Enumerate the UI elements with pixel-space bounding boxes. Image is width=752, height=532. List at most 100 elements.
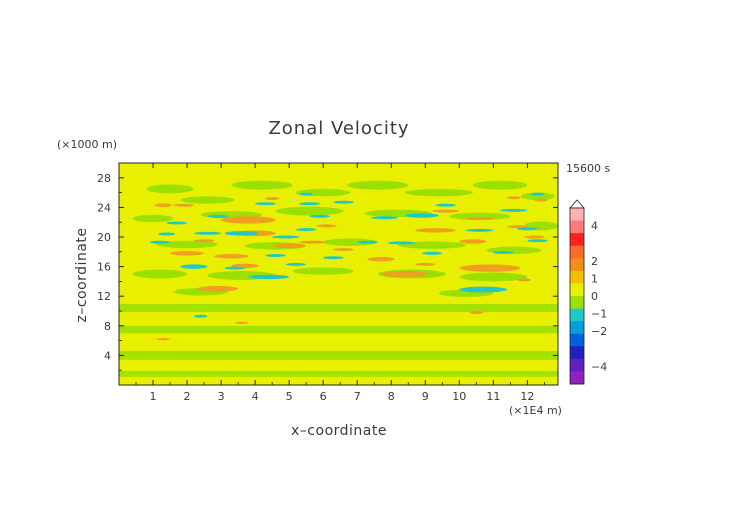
field-blob xyxy=(132,269,188,279)
field-blob xyxy=(367,256,395,262)
colorbar-tick-label: 4 xyxy=(591,220,598,233)
x-tick-label: 2 xyxy=(184,390,191,403)
field-blob xyxy=(404,188,473,197)
field-band xyxy=(119,325,558,334)
y-axis-label: z–coordinate xyxy=(74,227,90,322)
field-blob xyxy=(466,217,494,220)
field-blob xyxy=(520,192,555,200)
field-blob xyxy=(272,243,307,249)
field-blob xyxy=(207,214,228,218)
colorbar-swatch xyxy=(570,270,584,284)
field-blob xyxy=(466,228,494,232)
field-blob xyxy=(180,196,235,204)
field-blob xyxy=(398,241,467,249)
field-blob xyxy=(523,235,545,239)
field-blob xyxy=(347,180,409,190)
x-tick-label: 9 xyxy=(422,390,429,403)
x-axis-unit: (×1E4 m) xyxy=(509,404,562,417)
field-blob xyxy=(193,239,215,243)
colorbar-tick-label: 2 xyxy=(591,255,598,268)
colorbar-swatch xyxy=(570,233,584,247)
y-tick-label: 4 xyxy=(104,349,111,362)
field-blob xyxy=(316,224,337,228)
colorbar: 4 2 1 0 −1 −2 −4 xyxy=(569,199,607,385)
field-blob xyxy=(370,216,399,220)
x-tick-label: 6 xyxy=(320,390,327,403)
field-blob xyxy=(193,314,208,318)
field-blob xyxy=(415,262,436,266)
field-blob xyxy=(265,254,286,257)
field-blob xyxy=(415,228,456,233)
field-blob xyxy=(156,338,171,341)
field-blob xyxy=(381,271,429,277)
colorbar-swatch xyxy=(570,321,584,335)
field-blob xyxy=(234,321,249,324)
field-blob xyxy=(299,240,327,244)
colorbar-top-arrow xyxy=(569,199,585,209)
colorbar-swatch xyxy=(570,346,584,360)
field-blob xyxy=(517,227,538,231)
plot-frame xyxy=(118,162,559,386)
x-axis: 1 2 3 4 5 6 7 8 9 10 11 12 xyxy=(135,163,545,403)
y-tick-label: 28 xyxy=(97,172,111,185)
colorbar-tick-label: 0 xyxy=(591,290,598,303)
field-blob xyxy=(459,239,487,244)
x-tick-label: 1 xyxy=(150,390,157,403)
field-blob xyxy=(506,225,528,229)
field-blob xyxy=(197,285,239,292)
field-blob xyxy=(333,248,354,252)
field-blob xyxy=(158,232,176,236)
field-blob xyxy=(170,251,205,256)
field-blob xyxy=(527,239,548,243)
field-blob xyxy=(459,272,528,282)
x-tick-label: 4 xyxy=(252,390,259,403)
colorbar-swatch xyxy=(570,308,584,322)
field-blob xyxy=(506,196,521,200)
colorbar-swatch xyxy=(570,333,584,347)
colorbar-swatch xyxy=(570,283,584,297)
x-axis-label: x–coordinate xyxy=(291,423,387,439)
field-blob xyxy=(309,214,330,218)
y-tick-label: 12 xyxy=(97,290,111,303)
y-axis-unit: (×1000 m) xyxy=(57,138,117,151)
x-tick-label: 3 xyxy=(218,390,225,403)
velocity-field xyxy=(119,180,558,377)
field-blob xyxy=(299,192,313,196)
field-blob xyxy=(173,203,194,207)
colorbar-tick-label: −2 xyxy=(591,325,607,338)
field-blob xyxy=(459,264,521,272)
colorbar-swatch xyxy=(570,258,584,272)
field-blob xyxy=(255,202,276,206)
x-tick-label: 5 xyxy=(286,390,293,403)
x-tick-label: 8 xyxy=(388,390,395,403)
y-tick-label: 24 xyxy=(97,201,111,214)
field-blob xyxy=(472,180,528,190)
field-blob xyxy=(166,221,188,225)
chart-title: Zonal Velocity xyxy=(268,118,409,139)
time-label: 15600 s xyxy=(566,162,610,175)
x-tick-label: 10 xyxy=(452,390,466,403)
colorbar-swatch xyxy=(570,245,584,259)
field-blob xyxy=(193,231,222,235)
field-blob xyxy=(154,203,172,208)
colorbar-swatch xyxy=(570,358,584,372)
field-blob xyxy=(432,209,460,213)
field-blob xyxy=(333,200,354,204)
colorbar-frame xyxy=(569,207,585,385)
field-blob xyxy=(493,251,514,255)
colorbar-tick-label: −4 xyxy=(591,360,607,373)
y-axis: 4 8 12 16 20 24 28 xyxy=(97,172,558,371)
field-blob xyxy=(224,266,245,270)
field-blob xyxy=(214,254,249,259)
colorbar-ticks: 4 2 1 0 −1 −2 −4 xyxy=(591,220,607,374)
field-blob xyxy=(534,198,548,202)
field-blob xyxy=(435,203,456,207)
field-blob xyxy=(469,311,484,314)
field-blob xyxy=(357,240,378,244)
colorbar-swatches xyxy=(570,208,584,385)
x-tick-label: 7 xyxy=(354,390,361,403)
field-blob xyxy=(265,197,279,201)
field-band xyxy=(119,370,558,377)
field-blob xyxy=(146,184,194,194)
